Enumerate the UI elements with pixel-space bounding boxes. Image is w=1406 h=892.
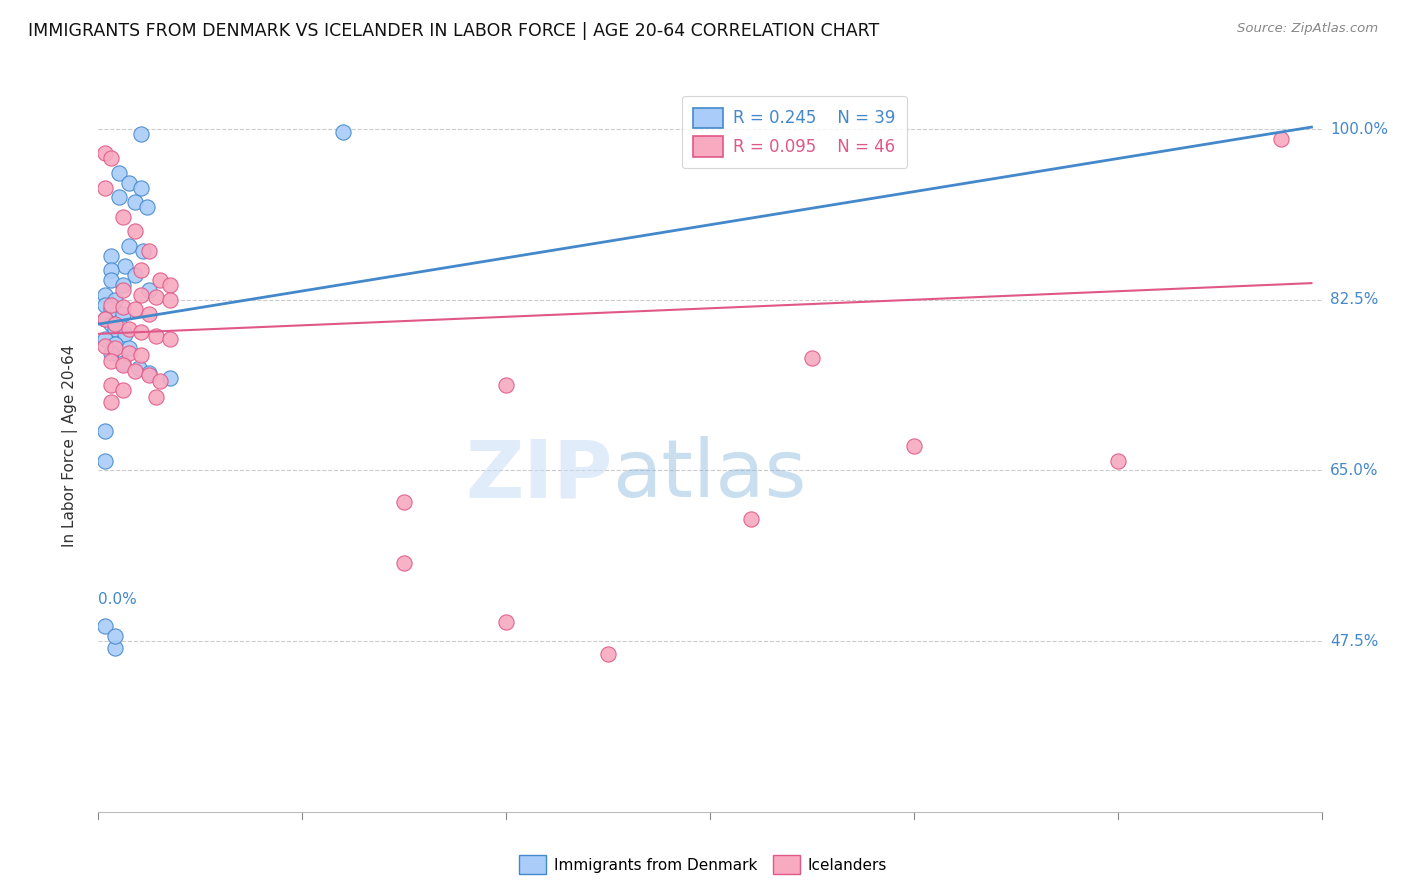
Point xyxy=(100,273,122,287)
Point xyxy=(100,395,122,409)
Text: IMMIGRANTS FROM DENMARK VS ICELANDER IN LABOR FORCE | AGE 20-64 CORRELATION CHAR: IMMIGRANTS FROM DENMARK VS ICELANDER IN … xyxy=(28,22,879,40)
Point xyxy=(1107,453,1129,467)
Point xyxy=(903,439,925,453)
Point xyxy=(93,180,115,194)
Point xyxy=(111,278,134,293)
Point xyxy=(111,356,134,370)
Point xyxy=(138,366,160,380)
Point xyxy=(104,293,127,307)
Point xyxy=(100,354,122,368)
Point xyxy=(108,166,131,180)
Point xyxy=(111,210,134,224)
Point xyxy=(129,348,152,362)
Point xyxy=(104,322,127,336)
Point xyxy=(104,336,127,351)
Point xyxy=(93,288,115,302)
Point xyxy=(145,328,167,343)
Text: 0.0%: 0.0% xyxy=(98,592,138,607)
Point xyxy=(100,346,122,360)
Point xyxy=(1270,132,1292,146)
Point xyxy=(149,273,172,287)
Point xyxy=(111,300,134,314)
Point xyxy=(129,263,152,277)
Point xyxy=(114,326,136,341)
Y-axis label: In Labor Force | Age 20-64: In Labor Force | Age 20-64 xyxy=(62,345,77,547)
Point xyxy=(129,127,152,141)
Point xyxy=(124,224,146,238)
Point xyxy=(93,312,115,326)
Point xyxy=(495,377,517,392)
Point xyxy=(93,146,115,161)
Point xyxy=(138,307,160,321)
Point xyxy=(149,374,172,388)
Point xyxy=(136,200,159,214)
Point xyxy=(124,364,146,378)
Text: 82.5%: 82.5% xyxy=(1330,293,1378,307)
Point xyxy=(145,290,167,304)
Point xyxy=(159,278,181,293)
Point xyxy=(159,370,181,384)
Point xyxy=(138,283,160,297)
Point xyxy=(392,494,416,508)
Point xyxy=(129,180,152,194)
Point xyxy=(332,125,354,139)
Point xyxy=(93,312,115,326)
Point xyxy=(129,288,152,302)
Point xyxy=(93,619,115,633)
Point xyxy=(124,268,146,283)
Point xyxy=(100,377,122,392)
Point xyxy=(118,346,141,360)
Point xyxy=(111,283,134,297)
Point xyxy=(111,307,134,321)
Point xyxy=(740,512,762,526)
Point xyxy=(104,629,127,643)
Point xyxy=(93,338,115,352)
Point xyxy=(118,322,141,336)
Text: 65.0%: 65.0% xyxy=(1330,463,1378,478)
Point xyxy=(138,244,160,258)
Point xyxy=(598,647,620,661)
Point xyxy=(118,239,141,253)
Text: 47.5%: 47.5% xyxy=(1330,633,1378,648)
Text: Source: ZipAtlas.com: Source: ZipAtlas.com xyxy=(1237,22,1378,36)
Point xyxy=(100,317,122,331)
Legend: Immigrants from Denmark, Icelanders: Immigrants from Denmark, Icelanders xyxy=(513,849,893,880)
Point xyxy=(93,425,115,439)
Point xyxy=(118,342,141,356)
Point xyxy=(100,297,122,311)
Point xyxy=(138,368,160,382)
Point xyxy=(159,293,181,307)
Point xyxy=(100,151,122,165)
Point xyxy=(93,332,115,346)
Point xyxy=(132,244,155,258)
Point xyxy=(93,297,115,311)
Point xyxy=(118,176,141,190)
Point xyxy=(104,317,127,331)
Legend: R = 0.245    N = 39, R = 0.095    N = 46: R = 0.245 N = 39, R = 0.095 N = 46 xyxy=(682,96,907,169)
Point xyxy=(159,332,181,346)
Point xyxy=(100,263,122,277)
Point xyxy=(495,615,517,629)
Point xyxy=(392,556,416,570)
Point xyxy=(129,325,152,339)
Point xyxy=(124,195,146,210)
Point xyxy=(145,390,167,404)
Point xyxy=(801,351,824,366)
Point xyxy=(100,249,122,263)
Point xyxy=(108,190,131,204)
Point xyxy=(111,384,134,398)
Point xyxy=(104,342,127,356)
Text: atlas: atlas xyxy=(612,436,807,515)
Point xyxy=(114,259,136,273)
Text: 100.0%: 100.0% xyxy=(1330,121,1388,136)
Point xyxy=(93,453,115,467)
Point xyxy=(104,640,127,655)
Point xyxy=(100,302,122,317)
Point xyxy=(111,358,134,372)
Text: ZIP: ZIP xyxy=(465,436,612,515)
Point xyxy=(128,361,150,376)
Point xyxy=(124,302,146,317)
